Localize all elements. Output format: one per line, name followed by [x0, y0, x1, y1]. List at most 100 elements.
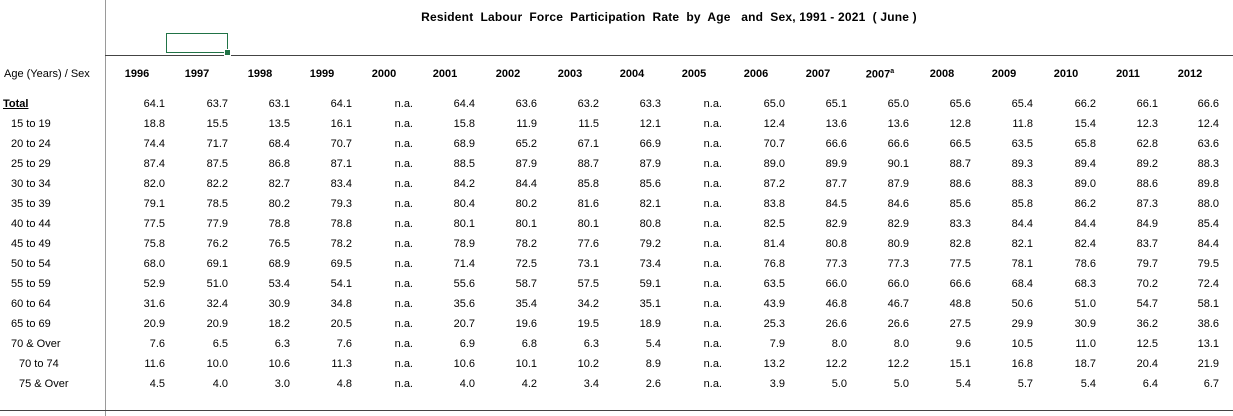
table-cell[interactable]: 86.8	[268, 158, 290, 170]
table-cell[interactable]: n.a.	[703, 338, 722, 350]
table-cell[interactable]: 6.8	[521, 338, 537, 350]
table-cell[interactable]: 15.1	[949, 358, 971, 370]
table-cell[interactable]: 66.0	[825, 278, 847, 290]
table-cell[interactable]: 18.2	[268, 318, 290, 330]
table-cell[interactable]: n.a.	[703, 218, 722, 230]
table-cell[interactable]: 11.6	[144, 358, 165, 370]
table-cell[interactable]: 71.4	[453, 258, 475, 270]
table-cell[interactable]: 6.7	[1203, 378, 1219, 390]
table-cell[interactable]: 36.2	[1136, 318, 1158, 330]
table-cell[interactable]: 63.6	[515, 98, 537, 110]
table-cell[interactable]: 68.0	[143, 258, 165, 270]
table-cell[interactable]: 65.1	[825, 98, 847, 110]
table-cell[interactable]: 3.9	[769, 378, 785, 390]
table-cell[interactable]: 84.4	[515, 178, 537, 190]
table-cell[interactable]: 4.2	[521, 378, 537, 390]
table-cell[interactable]: n.a.	[703, 298, 722, 310]
table-cell[interactable]: 88.7	[949, 158, 971, 170]
table-cell[interactable]: 77.5	[143, 218, 165, 230]
table-cell[interactable]: 70.7	[330, 138, 352, 150]
table-cell[interactable]: 8.0	[831, 338, 847, 350]
table-cell[interactable]: 3.0	[274, 378, 290, 390]
table-cell[interactable]: 84.4	[1074, 218, 1096, 230]
table-cell[interactable]: 66.6	[949, 278, 971, 290]
table-cell[interactable]: 79.1	[143, 198, 165, 210]
table-cell[interactable]: 88.7	[577, 158, 599, 170]
table-cell[interactable]: n.a.	[703, 318, 722, 330]
table-cell[interactable]: n.a.	[394, 158, 413, 170]
table-cell[interactable]: n.a.	[703, 238, 722, 250]
table-cell[interactable]: 68.3	[1074, 278, 1096, 290]
table-cell[interactable]: 7.6	[336, 338, 352, 350]
table-cell[interactable]: 87.5	[206, 158, 228, 170]
table-cell[interactable]: 80.8	[639, 218, 661, 230]
table-cell[interactable]: 63.3	[639, 98, 661, 110]
table-cell[interactable]: 66.6	[887, 138, 909, 150]
table-cell[interactable]: n.a.	[394, 218, 413, 230]
table-cell[interactable]: 13.2	[763, 358, 785, 370]
table-cell[interactable]: 82.9	[887, 218, 909, 230]
table-cell[interactable]: n.a.	[394, 298, 413, 310]
table-cell[interactable]: n.a.	[703, 198, 722, 210]
table-cell[interactable]: 83.3	[949, 218, 971, 230]
table-cell[interactable]: n.a.	[703, 378, 722, 390]
table-cell[interactable]: 73.1	[577, 258, 599, 270]
table-cell[interactable]: 48.8	[949, 298, 971, 310]
table-cell[interactable]: 12.2	[825, 358, 847, 370]
table-cell[interactable]: 15.4	[1074, 118, 1096, 130]
table-cell[interactable]: 6.4	[1142, 378, 1158, 390]
table-cell[interactable]: 86.2	[1074, 198, 1096, 210]
table-cell[interactable]: 68.4	[1011, 278, 1033, 290]
table-cell[interactable]: 65.0	[887, 98, 909, 110]
table-cell[interactable]: 34.8	[330, 298, 352, 310]
table-cell[interactable]: 87.9	[639, 158, 661, 170]
table-cell[interactable]: 80.2	[268, 198, 290, 210]
table-cell[interactable]: 32.4	[206, 298, 228, 310]
table-cell[interactable]: n.a.	[394, 178, 413, 190]
table-cell[interactable]: 80.4	[453, 198, 475, 210]
table-cell[interactable]: 13.6	[825, 118, 847, 130]
table-cell[interactable]: 10.1	[515, 358, 537, 370]
table-cell[interactable]: 64.4	[453, 98, 475, 110]
table-cell[interactable]: 10.5	[1011, 338, 1033, 350]
table-cell[interactable]: 81.4	[763, 238, 785, 250]
table-cell[interactable]: 83.7	[1136, 238, 1158, 250]
table-cell[interactable]: 82.8	[949, 238, 971, 250]
table-cell[interactable]: 12.3	[1136, 118, 1158, 130]
table-cell[interactable]: 72.4	[1197, 278, 1219, 290]
table-cell[interactable]: 80.1	[515, 218, 537, 230]
table-cell[interactable]: 12.5	[1136, 338, 1158, 350]
table-cell[interactable]: 11.5	[578, 118, 599, 130]
table-cell[interactable]: 76.5	[268, 238, 290, 250]
table-cell[interactable]: 80.1	[577, 218, 599, 230]
table-cell[interactable]: n.a.	[394, 358, 413, 370]
table-cell[interactable]: 68.4	[268, 138, 290, 150]
table-cell[interactable]: 6.9	[459, 338, 475, 350]
table-cell[interactable]: 6.5	[212, 338, 228, 350]
table-cell[interactable]: 20.5	[330, 318, 352, 330]
table-cell[interactable]: n.a.	[394, 258, 413, 270]
table-cell[interactable]: 84.4	[1197, 238, 1219, 250]
table-cell[interactable]: 18.9	[639, 318, 661, 330]
table-cell[interactable]: 6.3	[583, 338, 599, 350]
table-cell[interactable]: 76.2	[206, 238, 228, 250]
table-cell[interactable]: 78.2	[515, 238, 537, 250]
table-cell[interactable]: 89.2	[1136, 158, 1158, 170]
table-cell[interactable]: 20.7	[453, 318, 475, 330]
table-cell[interactable]: 12.4	[1197, 118, 1219, 130]
table-cell[interactable]: 78.8	[330, 218, 352, 230]
table-cell[interactable]: 31.6	[143, 298, 165, 310]
table-cell[interactable]: 90.1	[887, 158, 909, 170]
table-cell[interactable]: 82.5	[763, 218, 785, 230]
table-cell[interactable]: 35.4	[515, 298, 537, 310]
table-cell[interactable]: 71.7	[206, 138, 228, 150]
table-cell[interactable]: 5.0	[893, 378, 909, 390]
table-cell[interactable]: 69.1	[206, 258, 228, 270]
table-cell[interactable]: 66.6	[825, 138, 847, 150]
table-cell[interactable]: 19.5	[577, 318, 599, 330]
table-cell[interactable]: 66.5	[949, 138, 971, 150]
table-cell[interactable]: 88.0	[1197, 198, 1219, 210]
table-cell[interactable]: 85.4	[1197, 218, 1219, 230]
table-cell[interactable]: 63.1	[268, 98, 290, 110]
table-cell[interactable]: 4.0	[459, 378, 475, 390]
